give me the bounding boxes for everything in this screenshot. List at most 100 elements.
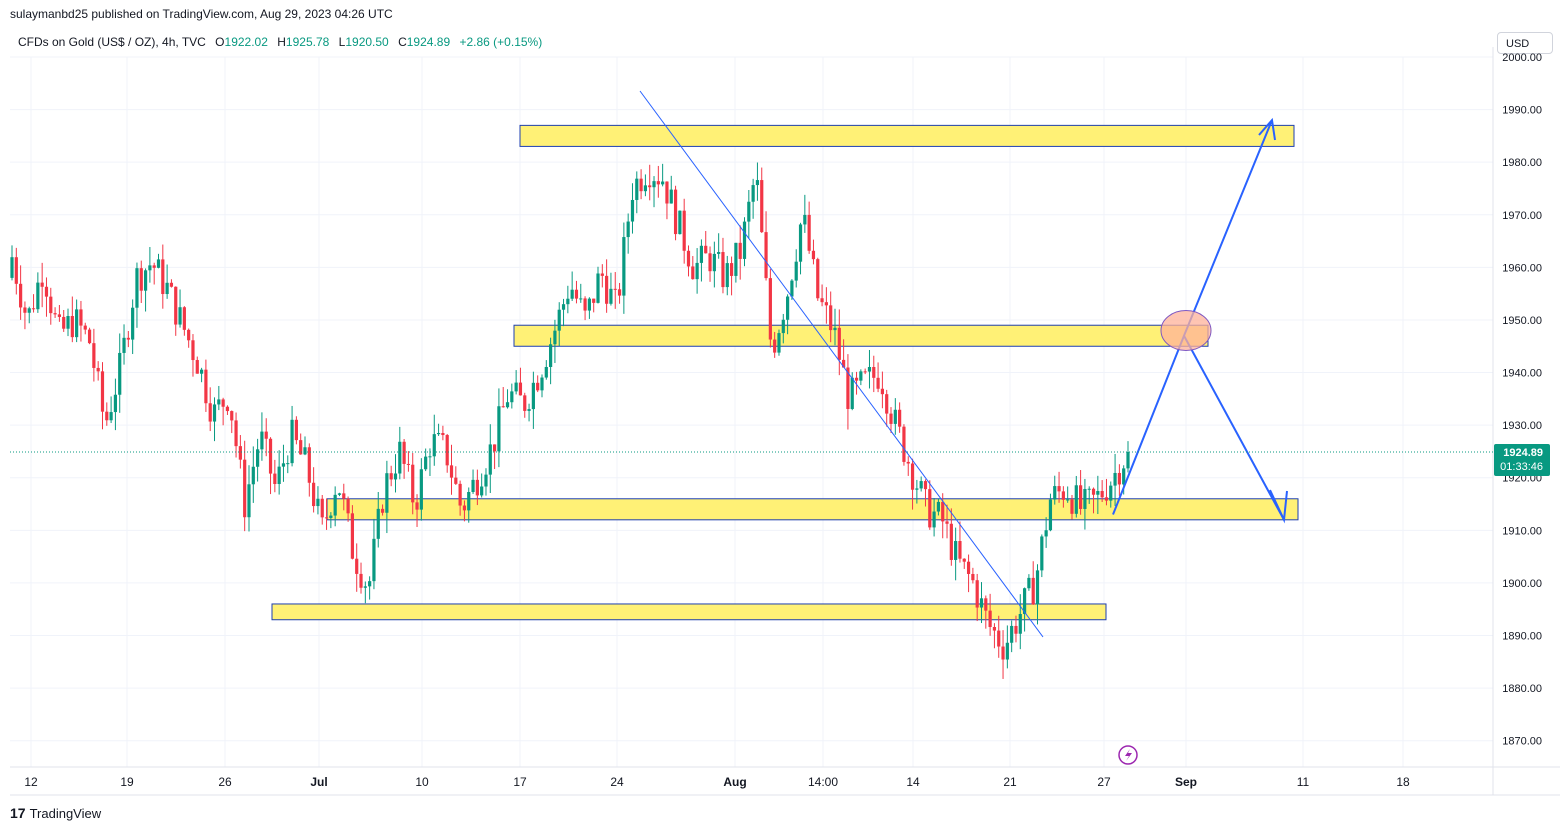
- candle-body: [928, 489, 932, 528]
- candle-body: [359, 573, 363, 588]
- candle-body: [505, 402, 510, 408]
- candle-body: [83, 325, 87, 330]
- candle-body: [484, 474, 488, 487]
- candle-body: [686, 250, 691, 267]
- candle-body: [277, 466, 281, 485]
- candle-body: [10, 257, 14, 278]
- y-tick-label: 1880.00: [1502, 683, 1542, 695]
- candle-body: [781, 319, 785, 334]
- chart-drawings: [639, 90, 1288, 765]
- candle-body: [1079, 485, 1083, 509]
- candle-body: [299, 440, 303, 455]
- highlight-ellipse: [1160, 309, 1212, 351]
- tradingview-brand: TradingView: [29, 805, 102, 821]
- candle-body: [1018, 614, 1022, 634]
- candle-body: [118, 352, 122, 395]
- candle-body: [1001, 646, 1005, 660]
- y-tick-label: 1870.00: [1502, 736, 1542, 748]
- candle-body: [527, 409, 531, 411]
- currency-button[interactable]: USD: [1497, 32, 1553, 54]
- candle-body: [471, 479, 475, 492]
- lightning-glyph-icon: [1125, 749, 1132, 761]
- candle-body: [971, 573, 975, 581]
- candle-body: [135, 268, 139, 308]
- candle-body: [574, 289, 579, 299]
- candle-body: [915, 488, 919, 490]
- candle-body: [966, 561, 971, 574]
- candle-body: [742, 221, 747, 259]
- candle-body: [208, 403, 212, 422]
- candle-body: [467, 491, 471, 511]
- last-price-value: 1924.89: [1503, 447, 1543, 459]
- candle-body: [1027, 577, 1031, 589]
- candle-body: [449, 465, 454, 478]
- candle-body: [1091, 488, 1096, 495]
- candle-body: [824, 302, 828, 306]
- candle-body: [355, 558, 359, 574]
- candle-body: [402, 441, 406, 464]
- open-label: O: [215, 35, 225, 49]
- low-value: 1920.50: [345, 35, 389, 49]
- candle-body: [592, 298, 596, 303]
- candle-body: [96, 367, 100, 372]
- candle-body: [441, 433, 445, 436]
- candle-body: [1057, 486, 1061, 492]
- candle-body: [872, 366, 876, 378]
- candle-body: [329, 515, 333, 518]
- candle-body: [303, 447, 307, 455]
- projection-down-path: [1183, 335, 1285, 521]
- y-tick-label: 1910.00: [1502, 525, 1542, 537]
- candle-body: [854, 377, 859, 381]
- candle-body: [579, 298, 583, 300]
- candle-body: [475, 479, 479, 496]
- candle-body: [27, 308, 31, 313]
- candle-body: [462, 505, 467, 511]
- candle-body: [368, 581, 372, 587]
- low-label: L: [338, 35, 346, 49]
- candle-body: [57, 314, 61, 317]
- candle-body: [846, 367, 850, 409]
- high-value: 1925.78: [285, 35, 330, 49]
- change-value: +2.86 (+0.15%): [459, 35, 543, 49]
- symbol-name[interactable]: CFDs on Gold (US$ / OZ), 4h, TVC: [18, 35, 206, 49]
- candle-body: [75, 309, 79, 338]
- candle-body: [518, 382, 523, 396]
- candle-body: [406, 463, 411, 465]
- y-tick-label: 2000.00: [1502, 52, 1542, 64]
- candle-body: [721, 252, 725, 288]
- candle-body: [165, 282, 169, 295]
- candle-body: [1022, 588, 1027, 615]
- candle-body: [755, 180, 760, 186]
- candle-body: [126, 337, 130, 340]
- candle-body: [906, 461, 910, 464]
- candle-body: [992, 627, 997, 631]
- candle-body: [346, 498, 350, 514]
- candle-body: [152, 265, 156, 268]
- candle-body: [174, 286, 178, 325]
- tradingview-logo-icon: 17: [10, 805, 26, 821]
- candle-body: [199, 369, 204, 374]
- tradingview-footer[interactable]: 17 TradingView: [10, 805, 101, 821]
- close-value: 1924.89: [406, 35, 451, 49]
- candle-body: [256, 449, 260, 467]
- candle-body: [87, 329, 92, 344]
- candle-body: [428, 456, 432, 458]
- candle-body: [1104, 497, 1109, 501]
- x-tick-label: 11: [1297, 775, 1310, 789]
- candle-body: [40, 282, 44, 287]
- candle-body: [36, 282, 40, 310]
- candle-body: [570, 289, 574, 299]
- candle-body: [988, 610, 992, 628]
- candle-body: [62, 316, 66, 329]
- candle-body: [902, 426, 906, 462]
- candle-body: [148, 265, 152, 271]
- candle-body: [1040, 536, 1044, 571]
- x-tick-label: 14: [906, 775, 920, 789]
- candle-body: [1113, 472, 1117, 486]
- candle-body: [704, 245, 708, 254]
- candle-body: [1083, 488, 1087, 509]
- candle-body: [695, 262, 699, 280]
- candle-body: [187, 329, 191, 341]
- arrowhead-up-icon: [1258, 117, 1276, 141]
